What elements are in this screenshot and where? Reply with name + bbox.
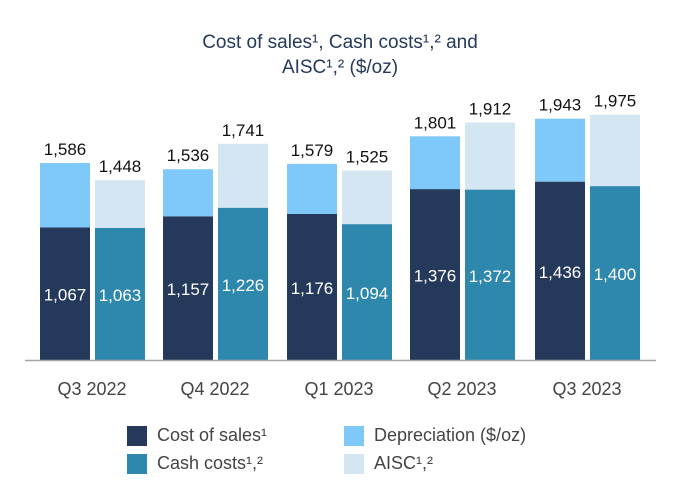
bar-depreciation <box>410 136 460 190</box>
chart-title: Cost of sales¹, Cash costs¹,² and AISC¹,… <box>0 30 680 80</box>
legend-swatch-aisc <box>344 453 364 474</box>
label-cost-of-sales: 1,376 <box>414 267 457 286</box>
bar-cost-of-sales <box>535 181 585 360</box>
x-tick-label: Q2 2023 <box>427 379 496 399</box>
label-aisc: 1,525 <box>346 148 389 167</box>
bar-cost-of-sales <box>287 213 337 360</box>
chart-title-line-1: Cost of sales¹, Cash costs¹,² and <box>202 32 478 53</box>
label-cost-of-sales: 1,157 <box>167 280 210 299</box>
x-tick-label: Q3 2023 <box>552 379 621 399</box>
label-cash-costs: 1,400 <box>594 265 637 284</box>
label-cost-of-sales-total: 1,536 <box>167 146 210 165</box>
legend-label: Depreciation ($/oz) <box>374 425 527 445</box>
bar-cost-of-sales <box>163 216 213 360</box>
legend-label: Cash costs¹,² <box>157 453 264 473</box>
bar-aisc <box>342 170 392 225</box>
bar-cash-costs <box>465 189 515 360</box>
bar-depreciation <box>535 118 585 182</box>
label-aisc: 1,912 <box>469 100 512 119</box>
label-cost-of-sales: 1,176 <box>291 279 334 298</box>
label-aisc: 1,448 <box>99 157 142 176</box>
x-tick-label: Q1 2023 <box>304 379 373 399</box>
label-cash-costs: 1,063 <box>99 286 142 305</box>
label-aisc: 1,975 <box>594 92 637 111</box>
label-cost-of-sales-total: 1,586 <box>44 140 87 159</box>
bar-cost-of-sales <box>410 189 460 360</box>
bar-aisc <box>218 143 268 208</box>
label-cash-costs: 1,226 <box>222 276 265 295</box>
legend-item-aisc: AISC¹,² <box>344 453 433 474</box>
bar-cash-costs <box>95 227 145 360</box>
legend-label: Cost of sales¹ <box>157 425 268 445</box>
label-cost-of-sales: 1,436 <box>539 263 582 282</box>
legend-swatch-cost-of-sales <box>127 425 147 446</box>
bar-aisc <box>465 122 515 190</box>
legend-item-depreciation: Depreciation ($/oz) <box>344 425 526 446</box>
bar-cash-costs <box>342 224 392 360</box>
label-cost-of-sales-total: 1,801 <box>414 113 457 132</box>
chart-title-line-2: AISC¹,² ($/oz) <box>281 57 399 78</box>
label-cost-of-sales-total: 1,579 <box>291 141 334 160</box>
label-cash-costs: 1,094 <box>346 284 389 303</box>
bar-depreciation <box>287 163 337 214</box>
bar-depreciation <box>163 169 213 217</box>
legend-item-cash-costs: Cash costs¹,² <box>127 453 263 474</box>
legend-swatch-cash-costs <box>127 453 147 474</box>
legend-swatch-depreciation <box>344 425 364 446</box>
x-tick-label: Q3 2022 <box>57 379 126 399</box>
bar-aisc <box>95 180 145 228</box>
label-cost-of-sales: 1,067 <box>44 286 87 305</box>
label-cost-of-sales-total: 1,943 <box>539 96 582 115</box>
label-cash-costs: 1,372 <box>469 267 512 286</box>
bar-aisc <box>590 114 640 187</box>
bar-cash-costs <box>218 207 268 360</box>
x-tick-label: Q4 2022 <box>180 379 249 399</box>
bar-depreciation <box>40 163 90 228</box>
bar-cost-of-sales <box>40 227 90 360</box>
label-aisc: 1,741 <box>222 121 265 140</box>
legend-label: AISC¹,² <box>374 453 434 473</box>
bar-cash-costs <box>590 186 640 360</box>
legend-item-cost-of-sales: Cost of sales¹ <box>127 425 267 446</box>
